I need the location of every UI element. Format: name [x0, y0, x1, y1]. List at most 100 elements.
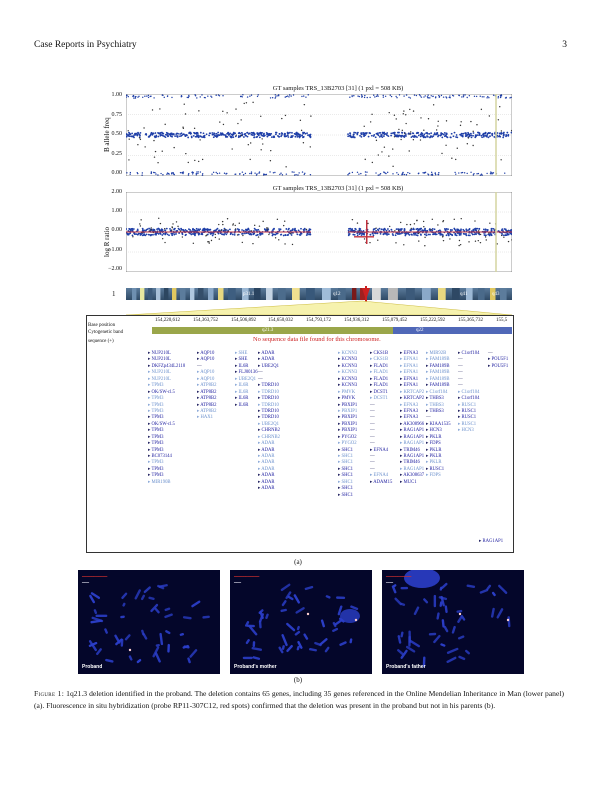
- band-label-p31: p31.1: [243, 292, 255, 297]
- gene-name: ADAR: [261, 441, 275, 447]
- track-label-base-position: Base position: [88, 323, 116, 328]
- gene-arrow-icon: ▸: [400, 421, 404, 427]
- gene-arrow-icon: ▸: [400, 434, 404, 440]
- gene-label: ▸ PBXIP1: [338, 409, 357, 415]
- gene-label: —: [370, 422, 392, 428]
- gene-label: ▸ AQP10: [197, 351, 216, 357]
- gene-name: DKFZp434L2118: [151, 363, 186, 369]
- gene-name: SHC1: [341, 492, 353, 498]
- gene-arrow-icon: ▸: [400, 447, 404, 453]
- gene-name: HAX1: [200, 415, 214, 421]
- gene-arrow-icon: ▸: [400, 363, 404, 369]
- gene-name: RAG1AP1: [403, 466, 425, 472]
- gene-name: PKLR: [429, 447, 442, 453]
- gene-arrow-icon: —: [458, 370, 463, 376]
- gene-arrow-icon: ▸: [426, 402, 430, 408]
- gene-arrow-icon: ▸: [235, 357, 239, 363]
- gene-name: TPM3: [151, 408, 164, 414]
- gene-arrow-icon: ▸: [235, 351, 239, 356]
- gene-arrow-icon: ▸: [338, 479, 342, 485]
- gene-label: ▸ TPM3: [148, 435, 185, 441]
- gene-name: NUP210L: [151, 370, 171, 376]
- gene-label: ▸ C1orf104: [458, 390, 480, 396]
- gene-name: PKLR: [429, 460, 442, 466]
- logr-ytick: −2.00: [108, 265, 122, 272]
- gene-name: PBXIP1: [341, 415, 358, 421]
- gene-label: ▸ AQP10: [197, 357, 216, 363]
- gene-label: ▸ TPM3: [148, 428, 185, 434]
- gene-arrow-icon: ▸: [197, 370, 201, 376]
- gene-arrow-icon: ▸: [148, 421, 152, 427]
- gene-label: ▸ EFNA3: [400, 415, 424, 421]
- gene-name: RUSC1: [429, 466, 445, 472]
- logr-ytick: 2.00: [111, 189, 123, 195]
- gene-name: RAG1AP1: [403, 434, 425, 440]
- gene-name: RUSC1: [461, 408, 477, 414]
- gene-arrow-icon: ▸: [148, 447, 152, 453]
- gene-label: —: [426, 415, 451, 421]
- cytoband-q21-label: q21.3: [262, 328, 274, 333]
- gene-arrow-icon: ▸: [400, 402, 404, 408]
- coord-label: 155,079,452: [382, 318, 407, 323]
- gene-name: NUP210L: [151, 351, 171, 356]
- gene-label: ▸ DKFZp434L2118: [148, 364, 185, 370]
- gene-name: TPM3: [151, 460, 164, 466]
- gene-arrow-icon: —: [370, 460, 375, 466]
- gene-arrow-icon: ▸: [338, 402, 342, 408]
- gene-name: HCN3: [429, 428, 442, 434]
- gene-name: CHRNB2: [261, 428, 281, 434]
- gene-name: CKS1B: [373, 357, 389, 363]
- gene-arrow-icon: ▸: [197, 402, 201, 408]
- gene-name: C1orf104: [461, 396, 480, 402]
- gene-label: ▸ ADAR: [258, 486, 280, 492]
- gene-name: IL6R: [238, 383, 249, 389]
- gene-column: ▸ CKS1B ▸ CKS1B ▸ FLAD1 ▸ FLAD1 ▸ FLAD1 ▸ FLA…: [370, 351, 392, 486]
- fish-image-proband: ━━━━━━━━━━━ ━━━ Proband: [78, 570, 220, 674]
- gene-arrow-icon: ▸: [148, 415, 152, 421]
- gene-label: ▸ NUP210L: [148, 370, 185, 376]
- gene-label: —: [370, 460, 392, 466]
- gene-arrow-icon: ▸: [148, 351, 152, 356]
- gene-arrow-icon: ▸: [370, 363, 374, 369]
- gene-name: KRTCAP2: [403, 396, 425, 402]
- gene-name: POU5F1: [491, 357, 509, 363]
- gene-label: ▸ RAG1AP1: [400, 428, 424, 434]
- gene-label: —: [458, 383, 480, 389]
- gene-name: SHC1: [341, 447, 353, 453]
- gene-label: ▸ IL6R: [235, 364, 258, 370]
- gene-arrow-icon: ▸: [338, 441, 342, 447]
- gene-arrow-icon: ▸: [338, 466, 342, 472]
- gene-arrow-icon: ▸: [235, 383, 239, 389]
- gene-name: TPM3: [151, 402, 164, 408]
- gene-column: ▸ C1orf104— — — — — ▸ C1orf104 ▸ C1orf104…: [458, 351, 480, 435]
- gene-name: THBS3: [429, 402, 444, 408]
- gene-column: ▸ SHE ▸ SHE ▸ IL6R ▸ FLJ00136 ▸ UBE2Q1 ▸ IL6R…: [235, 351, 258, 409]
- gene-arrow-icon: ▸: [426, 441, 430, 447]
- gene-name: EFNA1: [403, 376, 419, 382]
- gene-label: ▸ KCNN3: [338, 364, 357, 370]
- gene-label: ▸ RUSC1: [458, 415, 480, 421]
- gene-arrow-icon: ▸: [258, 479, 262, 485]
- gene-label: ▸ OK/SW-cl.5: [148, 390, 185, 396]
- gene-name: BC073144: [151, 454, 172, 459]
- gene-label: ▸ NUP210L: [148, 351, 185, 357]
- gene-label: ▸ KCNN3: [338, 383, 357, 389]
- gene-label: —: [258, 377, 280, 383]
- gene-label: ▸ SHE: [235, 351, 258, 357]
- gene-arrow-icon: ▸: [400, 396, 404, 402]
- gene-name: KCNN3: [341, 357, 358, 363]
- gene-label: —: [458, 357, 480, 363]
- fish-label-proband: Proband: [82, 664, 103, 670]
- fish-probe-tag: ━━━━━━━━━━━: [386, 575, 412, 579]
- gene-label: ▸ MIR190B: [148, 480, 185, 486]
- gene-name: TDRD10: [261, 383, 279, 389]
- gene-arrow-icon: ▸: [426, 421, 430, 427]
- gene-label: ▸ IL6R: [235, 403, 258, 409]
- gene-label: ▸ AK308966: [400, 422, 424, 428]
- gene-label: —: [370, 415, 392, 421]
- gene-arrow-icon: ▸: [197, 396, 201, 402]
- gene-name: SHC1: [341, 486, 353, 492]
- gene-name: C1orf104: [429, 389, 448, 395]
- gene-arrow-icon: ▸: [338, 434, 342, 440]
- gene-arrow-icon: ▸: [258, 486, 262, 492]
